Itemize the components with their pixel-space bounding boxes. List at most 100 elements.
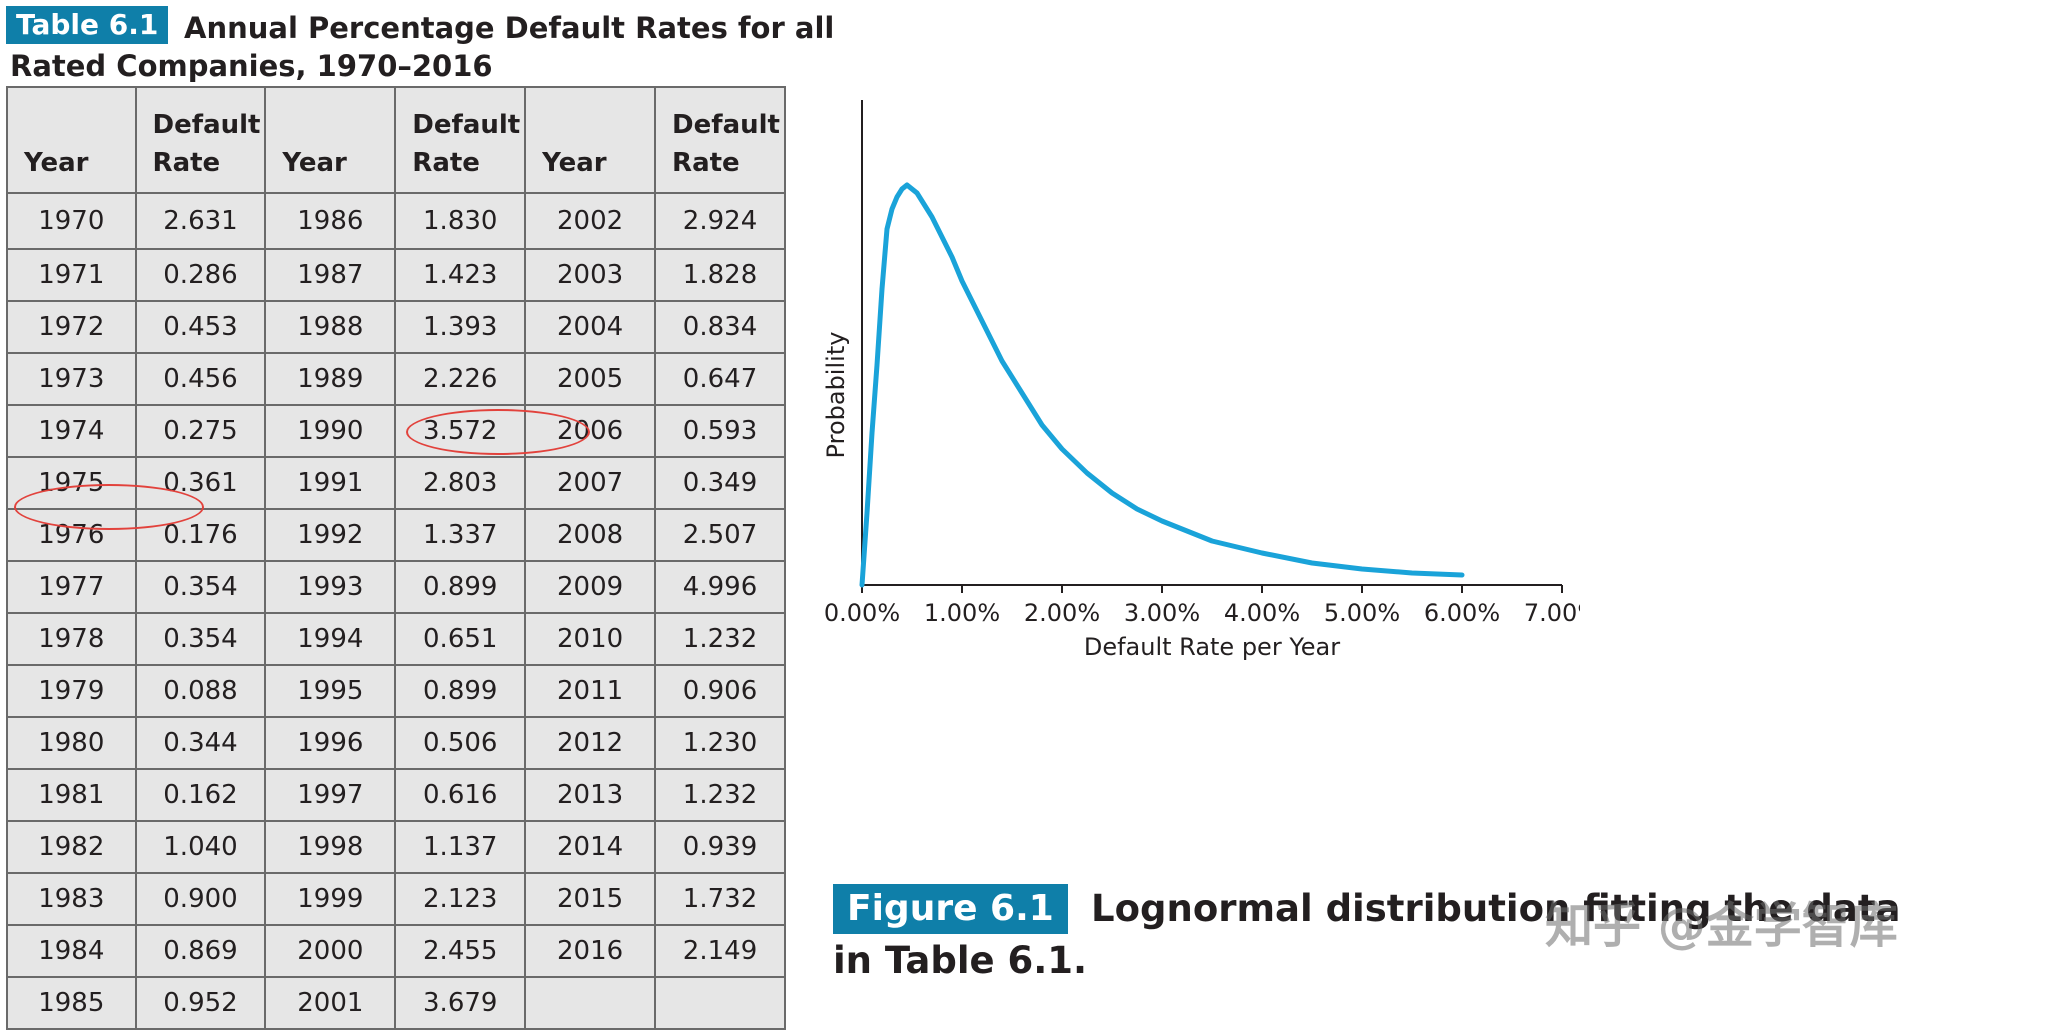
year-cell: 2002 [524, 192, 657, 250]
default-rate-cell: 0.899 [394, 664, 527, 718]
default-rate-cell: 0.616 [394, 768, 527, 822]
default-rates-table: Year Default Rate Year Default Rate Year D… [6, 86, 786, 1030]
year-cell: 2000 [264, 924, 397, 978]
x-tick-label: 1.00% [924, 599, 1000, 627]
table-title-line1: Annual Percentage Default Rates for all [184, 11, 835, 45]
year-cell: 1989 [264, 352, 397, 406]
default-rate-cell: 2.123 [394, 872, 527, 926]
default-rate-cell: 0.354 [134, 612, 267, 666]
default-rate-cell: 0.834 [654, 300, 786, 354]
year-cell: 1985 [6, 976, 137, 1030]
default-rate-cell: 2.631 [134, 192, 267, 250]
year-cell: 2012 [524, 716, 657, 770]
table-row: 1978 0.354 1994 0.651 2010 1.232 [6, 612, 786, 666]
default-rate-cell: 2.803 [394, 456, 527, 510]
default-rate-cell [654, 976, 786, 1030]
default-rate-cell: 0.453 [134, 300, 267, 354]
default-rate-cell: 2.507 [654, 508, 786, 562]
col-header-year: Year [524, 86, 657, 194]
year-cell: 2005 [524, 352, 657, 406]
year-cell: 1971 [6, 248, 137, 302]
default-rate-cell: 2.924 [654, 192, 786, 250]
year-cell: 2016 [524, 924, 657, 978]
table-body: 1970 2.631 1986 1.830 2002 2.924 1971 0.286 1987… [6, 192, 786, 1030]
table-row: 1976 0.176 1992 1.337 2008 2.507 [6, 508, 786, 562]
default-rate-cell: 0.354 [134, 560, 267, 614]
year-cell: 1995 [264, 664, 397, 718]
default-rate-cell: 0.899 [394, 560, 527, 614]
col-header-default-rate: Default Rate [394, 86, 527, 194]
default-rate-cell: 1.137 [394, 820, 527, 874]
default-rate-cell: 0.906 [654, 664, 786, 718]
year-cell: 1974 [6, 404, 137, 458]
year-cell: 1999 [264, 872, 397, 926]
table-row: 1985 0.952 2001 3.679 [6, 976, 786, 1030]
y-axis-title: Probability [822, 332, 850, 459]
default-rate-cell: 0.286 [134, 248, 267, 302]
figure-caption-line1: Lognormal distribution fitting the data [1091, 887, 1901, 930]
default-rate-cell: 0.651 [394, 612, 527, 666]
col-header-year: Year [6, 86, 137, 194]
year-cell: 2007 [524, 456, 657, 510]
year-cell: 1997 [264, 768, 397, 822]
year-cell: 1972 [6, 300, 137, 354]
default-rate-cell: 0.361 [134, 456, 267, 510]
col-header-default-rate: Default Rate [654, 86, 786, 194]
default-rate-cell: 0.869 [134, 924, 267, 978]
table-row: 1981 0.162 1997 0.616 2013 1.232 [6, 768, 786, 822]
year-cell: 1993 [264, 560, 397, 614]
default-rate-cell: 0.275 [134, 404, 267, 458]
year-cell: 2014 [524, 820, 657, 874]
default-rate-cell: 2.149 [654, 924, 786, 978]
x-tick-label: 2.00% [1024, 599, 1100, 627]
year-cell: 1994 [264, 612, 397, 666]
table-header: Table 6.1 Annual Percentage Default Rate… [6, 6, 834, 83]
year-cell: 1973 [6, 352, 137, 406]
table-row: 1975 0.361 1991 2.803 2007 0.349 [6, 456, 786, 510]
default-rate-cell: 3.679 [394, 976, 527, 1030]
col-header-default-rate: Default Rate [134, 86, 267, 194]
default-rate-cell: 0.088 [134, 664, 267, 718]
default-rate-cell: 0.939 [654, 820, 786, 874]
default-rate-cell: 0.162 [134, 768, 267, 822]
x-tick-label: 0.00% [824, 599, 900, 627]
year-cell: 2006 [524, 404, 657, 458]
year-cell: 1977 [6, 560, 137, 614]
default-rate-cell: 0.900 [134, 872, 267, 926]
default-rate-cell: 1.393 [394, 300, 527, 354]
default-rate-cell: 3.572 [394, 404, 527, 458]
default-rate-cell: 1.828 [654, 248, 786, 302]
year-cell: 2009 [524, 560, 657, 614]
year-cell: 1983 [6, 872, 137, 926]
default-rate-cell: 1.732 [654, 872, 786, 926]
lognormal-chart: 0.00% 1.00% 2.00% 3.00% 4.00% 5.00% 6.00% 7.00%… [822, 100, 1580, 660]
default-rate-cell: 1.040 [134, 820, 267, 874]
table-row: 1984 0.869 2000 2.455 2016 2.149 [6, 924, 786, 978]
default-rate-cell: 1.232 [654, 612, 786, 666]
watermark-text: 知乎 @金学智库 [1545, 898, 1898, 954]
default-rate-cell: 1.830 [394, 192, 527, 250]
table-row: 1983 0.900 1999 2.123 2015 1.732 [6, 872, 786, 926]
x-tick-label: 6.00% [1424, 599, 1500, 627]
table-row: 1979 0.088 1995 0.899 2011 0.906 [6, 664, 786, 718]
default-rate-cell: 0.952 [134, 976, 267, 1030]
default-rate-cell: 2.226 [394, 352, 527, 406]
year-cell: 2004 [524, 300, 657, 354]
table-row: 1973 0.456 1989 2.226 2005 0.647 [6, 352, 786, 406]
col-header-year: Year [264, 86, 397, 194]
x-tick-label: 5.00% [1324, 599, 1400, 627]
default-rate-cell: 0.593 [654, 404, 786, 458]
default-rate-cell: 1.232 [654, 768, 786, 822]
year-cell: 1982 [6, 820, 137, 874]
figure-badge: Figure 6.1 [833, 884, 1068, 934]
table-row: 1971 0.286 1987 1.423 2003 1.828 [6, 248, 786, 302]
x-axis-title: Default Rate per Year [1084, 633, 1340, 660]
year-cell: 1981 [6, 768, 137, 822]
year-cell: 2015 [524, 872, 657, 926]
figure-caption-line2: in Table 6.1. [833, 939, 1088, 982]
table-badge: Table 6.1 [6, 6, 169, 44]
default-rate-cell: 0.506 [394, 716, 527, 770]
year-cell: 1970 [6, 192, 137, 250]
year-cell: 1978 [6, 612, 137, 666]
year-cell: 2003 [524, 248, 657, 302]
